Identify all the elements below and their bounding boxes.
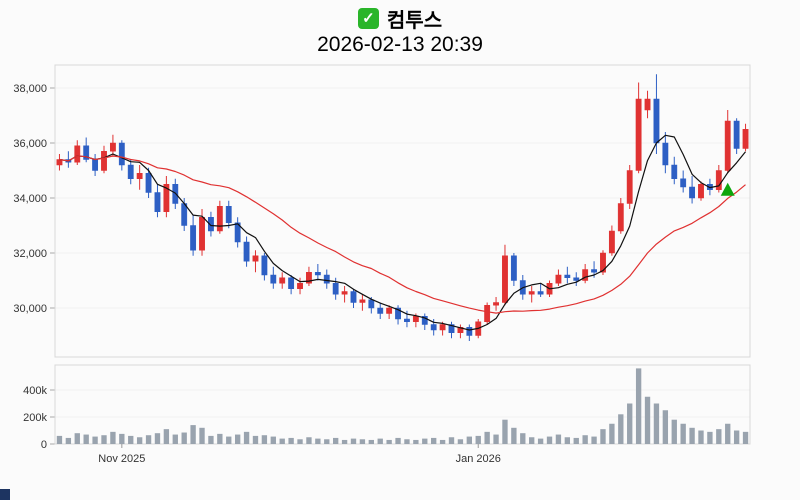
svg-text:36,000: 36,000 <box>13 138 47 150</box>
svg-text:38,000: 38,000 <box>13 83 47 95</box>
chart-title: 컴투스 <box>386 9 443 32</box>
chart-header: ✓ 컴투스 2026-02-13 20:39 <box>0 4 800 57</box>
chart-datetime: 2026-02-13 20:39 <box>317 33 483 56</box>
check-icon: ✓ <box>357 7 379 29</box>
svg-text:0: 0 <box>41 439 47 451</box>
title-row: ✓ 컴투스 <box>0 4 800 32</box>
svg-text:400k: 400k <box>23 385 47 397</box>
svg-text:34,000: 34,000 <box>13 193 47 205</box>
candlestick-volume-chart: 30,000 32,000 34,000 36,000 38,000 0 200k 400k N… <box>13 64 751 465</box>
corner-artifact <box>0 489 10 500</box>
svg-text:32,000: 32,000 <box>13 248 47 260</box>
svg-text:30,000: 30,000 <box>13 303 47 315</box>
svg-text:Nov 2025: Nov 2025 <box>98 453 145 465</box>
svg-text:200k: 200k <box>23 412 47 424</box>
svg-text:Jan 2026: Jan 2026 <box>456 453 501 465</box>
